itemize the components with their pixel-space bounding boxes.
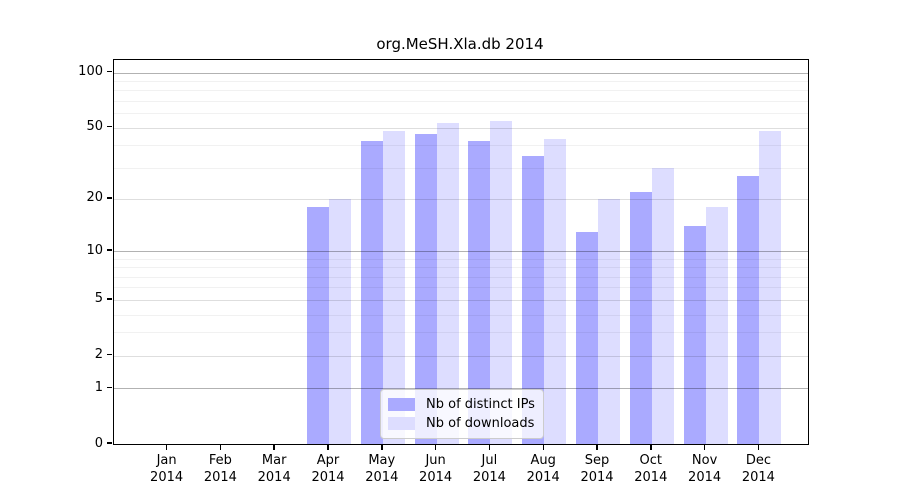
x-tick-jul [488, 444, 491, 450]
x-tick-jan [165, 444, 168, 450]
y-tick-5 [107, 298, 112, 300]
bar-nb-of-downloads-oct [651, 167, 674, 444]
x-tick-aug [542, 444, 544, 450]
legend-swatch-downloads [388, 417, 415, 430]
x-tick-oct [650, 444, 652, 450]
legend: Nb of distinct IPs Nb of downloads [380, 389, 544, 439]
y-tick-label-2: 2 [94, 347, 103, 363]
bar-nb-of-downloads-sep [598, 198, 620, 444]
gridline-5 [114, 299, 808, 301]
x-tick-label-mar: Mar 2014 [257, 453, 291, 485]
x-tick-dec [757, 444, 760, 450]
x-tick-feb [219, 444, 222, 450]
x-tick-label-apr: Apr 2014 [311, 453, 345, 485]
y-tick-label-20: 20 [86, 190, 103, 206]
gridline-9 [114, 258, 808, 260]
gridline-100 [114, 72, 808, 74]
legend-swatch-distinct-ips [388, 398, 415, 411]
bar-nb-of-distinct-ips-apr [307, 207, 329, 444]
gridline-40 [114, 145, 808, 147]
y-tick-2 [107, 353, 112, 356]
y-tick-1 [107, 386, 112, 388]
gridline-1 [114, 388, 808, 390]
gridline-50 [114, 127, 808, 129]
gridline-30 [114, 167, 808, 169]
bar-nb-of-distinct-ips-jul [468, 141, 491, 444]
y-tick-label-5: 5 [94, 291, 103, 307]
gridline-2 [114, 355, 808, 357]
y-tick-0 [107, 442, 112, 444]
bar-nb-of-distinct-ips-nov [683, 226, 706, 444]
gridline-90 [114, 80, 808, 82]
x-tick-mar [273, 444, 275, 450]
bar-nb-of-downloads-dec [759, 130, 782, 444]
gridline-20 [114, 198, 808, 200]
y-tick-100 [107, 70, 112, 73]
bar-nb-of-distinct-ips-jun [414, 134, 437, 444]
bar-nb-of-distinct-ips-may [360, 141, 383, 444]
x-tick-label-aug: Aug 2014 [526, 453, 560, 485]
legend-label-downloads: Nb of downloads [426, 416, 535, 431]
x-tick-label-nov: Nov 2014 [688, 453, 722, 485]
bar-nb-of-distinct-ips-aug [522, 155, 545, 444]
y-tick-label-10: 10 [86, 242, 103, 258]
x-tick-label-feb: Feb 2014 [203, 453, 237, 485]
y-tick-label-1: 1 [94, 379, 103, 395]
x-tick-label-may: May 2014 [365, 453, 399, 485]
chart-title: org.MeSH.Xla.db 2014 [376, 35, 544, 53]
bar-nb-of-downloads-aug [544, 139, 567, 444]
x-tick-label-jan: Jan 2014 [150, 453, 184, 485]
bar-nb-of-downloads-jul [490, 121, 513, 444]
gridline-70 [114, 100, 808, 102]
bar-nb-of-downloads-may [382, 130, 405, 444]
x-tick-jun [434, 444, 437, 450]
legend-item-distinct-ips: Nb of distinct IPs [388, 395, 535, 414]
gridline-6 [114, 287, 808, 289]
x-tick-label-oct: Oct 2014 [634, 453, 668, 485]
x-tick-label-sep: Sep 2014 [580, 453, 614, 485]
bar-nb-of-distinct-ips-oct [629, 191, 652, 444]
gridline-10 [114, 251, 808, 252]
bar-nb-of-downloads-apr [329, 198, 351, 444]
bar-nb-of-distinct-ips-sep [576, 231, 598, 444]
x-tick-apr [327, 444, 329, 450]
x-tick-label-jun: Jun 2014 [419, 453, 453, 485]
gridline-4 [114, 314, 808, 316]
legend-label-distinct-ips: Nb of distinct IPs [426, 397, 535, 412]
gridline-8 [114, 267, 808, 269]
x-tick-nov [703, 444, 706, 450]
y-tick-20 [107, 197, 112, 199]
y-tick-10 [107, 249, 112, 251]
gridline-60 [114, 113, 808, 115]
gridline-7 [114, 276, 808, 278]
gridline-80 [114, 90, 808, 92]
bar-nb-of-downloads-nov [705, 207, 728, 444]
x-tick-label-dec: Dec 2014 [741, 453, 775, 485]
x-tick-label-jul: Jul 2014 [472, 453, 506, 485]
bar-nb-of-downloads-jun [436, 122, 459, 444]
bar-nb-of-distinct-ips-dec [737, 175, 760, 444]
plot-area [113, 59, 809, 445]
y-tick-label-0: 0 [94, 435, 103, 451]
legend-item-downloads: Nb of downloads [388, 414, 535, 433]
gridline-3 [114, 332, 808, 334]
x-tick-may [381, 444, 383, 450]
y-tick-label-100: 100 [78, 64, 103, 79]
y-tick-label-50: 50 [86, 119, 103, 134]
y-tick-50 [107, 125, 112, 128]
x-tick-sep [596, 444, 598, 450]
